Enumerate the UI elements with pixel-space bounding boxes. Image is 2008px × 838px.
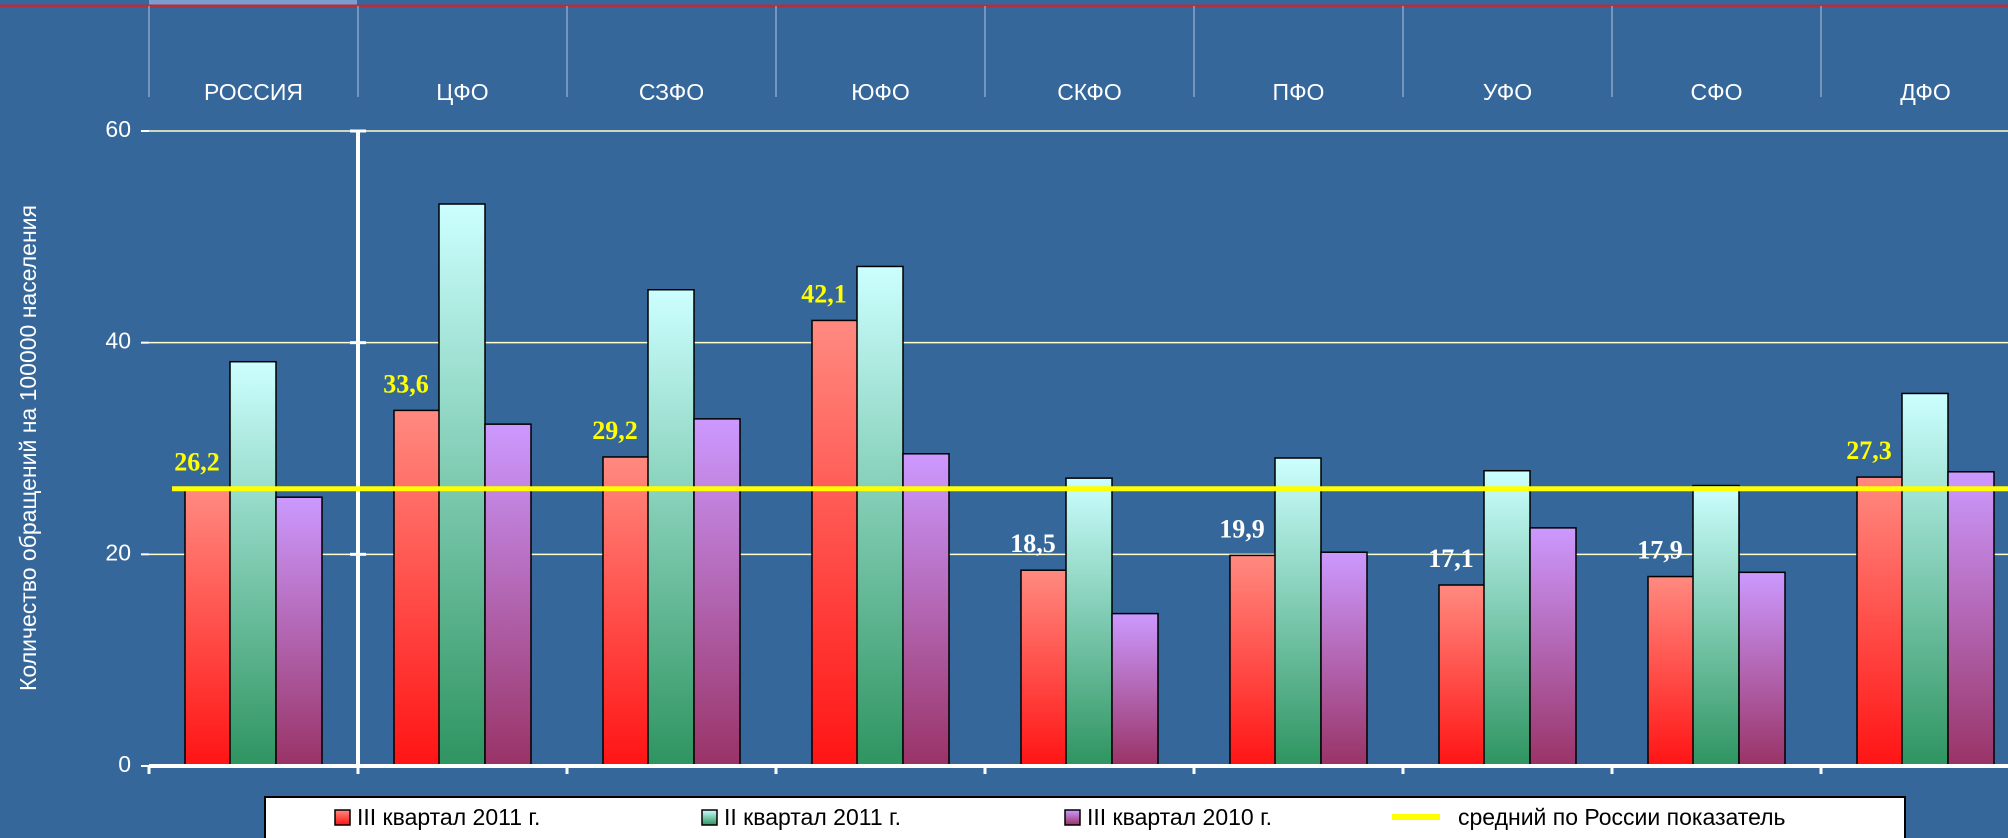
bar bbox=[393, 409, 441, 767]
y-axis-label: Количество обращений на 100000 населения bbox=[15, 205, 41, 691]
bar bbox=[1529, 527, 1577, 767]
legend-swatch bbox=[334, 809, 351, 826]
legend-label: III квартал 2010 г. bbox=[1087, 804, 1272, 830]
legend-swatch bbox=[1064, 809, 1081, 826]
legend-label: II квартал 2011 г. bbox=[724, 804, 901, 830]
bar bbox=[1111, 612, 1159, 767]
data-label: 33,6 bbox=[383, 369, 429, 398]
bar bbox=[1483, 469, 1531, 767]
bar bbox=[1065, 477, 1113, 767]
data-label: 19,9 bbox=[1219, 514, 1265, 543]
legend-label: III квартал 2011 г. bbox=[357, 804, 540, 830]
bar bbox=[275, 496, 323, 767]
data-label: 26,2 bbox=[174, 448, 220, 477]
bar bbox=[1274, 457, 1322, 767]
x-tick-label: УФО bbox=[1483, 79, 1532, 105]
x-tick-label: РОССИЯ bbox=[204, 79, 303, 105]
bar bbox=[1438, 584, 1486, 767]
x-tick-label: СЗФО bbox=[639, 79, 704, 105]
data-label: 27,3 bbox=[1846, 436, 1892, 465]
bar bbox=[693, 418, 741, 767]
bar bbox=[1692, 484, 1740, 767]
y-tick-label: 40 bbox=[105, 328, 131, 354]
data-label: 29,2 bbox=[592, 416, 638, 445]
bar bbox=[1738, 571, 1786, 767]
bar bbox=[647, 289, 695, 767]
x-tick-label: ЦФО bbox=[436, 79, 488, 105]
bar bbox=[1901, 392, 1949, 767]
bar bbox=[811, 319, 859, 767]
bar bbox=[1229, 554, 1277, 767]
y-tick-label: 60 bbox=[105, 116, 131, 142]
legend bbox=[264, 796, 1906, 838]
y-tick-label: 0 bbox=[118, 751, 131, 777]
bar bbox=[602, 456, 650, 767]
data-label: 17,9 bbox=[1637, 536, 1683, 565]
bar bbox=[438, 203, 486, 767]
data-label: 42,1 bbox=[801, 279, 847, 308]
y-tick-label: 20 bbox=[105, 539, 131, 565]
bar bbox=[1647, 575, 1695, 767]
x-tick-label: ЮФО bbox=[851, 79, 910, 105]
x-tick-label: СФО bbox=[1691, 79, 1743, 105]
bar bbox=[1020, 569, 1068, 767]
legend-swatch bbox=[701, 809, 718, 826]
x-tick-label: ПФО bbox=[1273, 79, 1325, 105]
bar bbox=[484, 423, 532, 767]
x-tick-label: ДФО bbox=[1900, 79, 1950, 105]
bar bbox=[229, 360, 277, 767]
bar bbox=[1856, 476, 1904, 767]
x-tick-label: СКФО bbox=[1057, 79, 1122, 105]
bar bbox=[184, 487, 232, 767]
legend-label: средний по России показатель bbox=[1458, 804, 1786, 830]
bar bbox=[1320, 551, 1368, 767]
header-highlight bbox=[149, 0, 357, 6]
bar bbox=[902, 453, 950, 767]
data-label: 17,1 bbox=[1428, 544, 1474, 573]
data-label: 18,5 bbox=[1010, 529, 1056, 558]
bar bbox=[1947, 471, 1995, 767]
bar bbox=[856, 265, 904, 767]
